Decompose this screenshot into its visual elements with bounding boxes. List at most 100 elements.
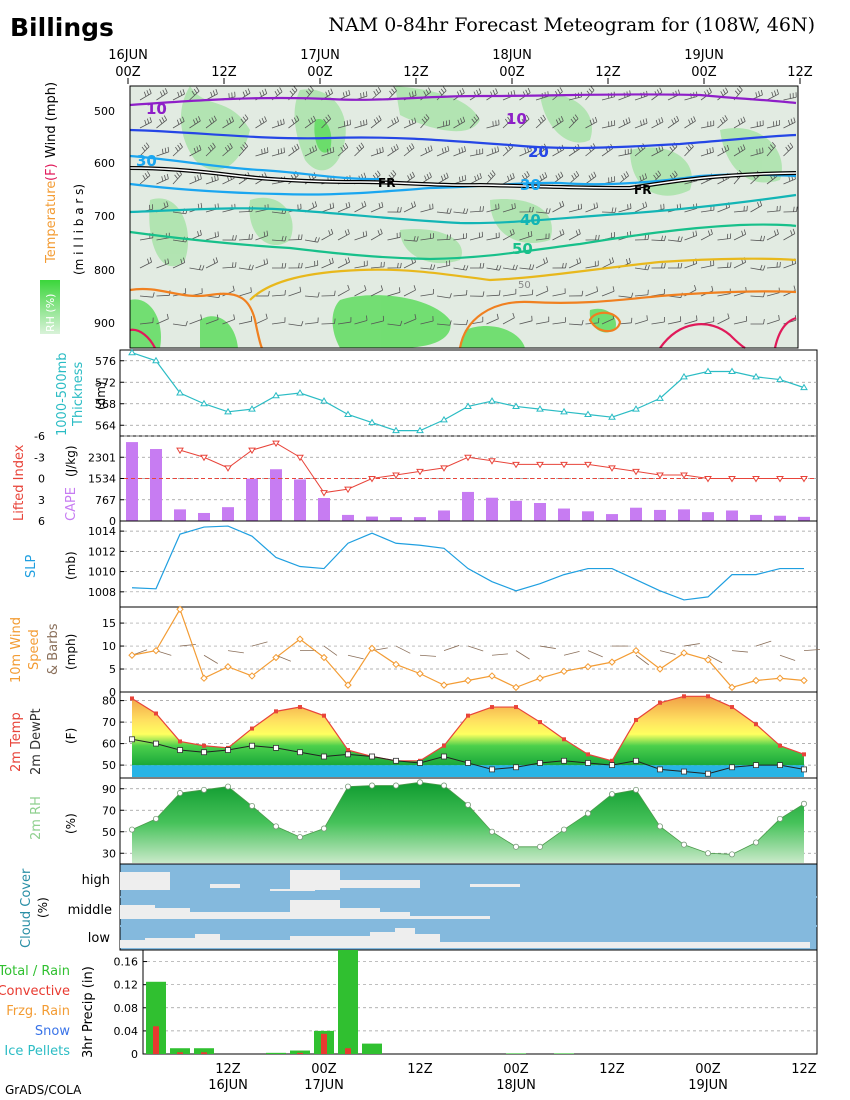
wind-barb (651, 235, 666, 242)
barb-flag (529, 264, 532, 270)
wind-barb (337, 89, 351, 101)
barb-flag (294, 145, 297, 151)
barb-flag (406, 147, 410, 152)
precip-ticks: 0.16 0.12 0.08 0.04 0 (114, 956, 817, 1061)
y-tick-label: 10 (102, 640, 116, 653)
temp-point (778, 743, 782, 748)
barb-flag (356, 146, 360, 152)
barb-flag (759, 200, 763, 206)
wind-barb (783, 228, 796, 241)
barb-flag (261, 149, 263, 155)
barb-flag (545, 257, 549, 263)
barb-shaft (288, 323, 302, 327)
wind-barb (552, 229, 565, 241)
barb-shaft (255, 263, 268, 269)
wind-barb (568, 257, 582, 269)
wind-barb (552, 288, 566, 297)
barb-flag (330, 228, 334, 234)
wind-barb (321, 146, 335, 157)
barb-flag (425, 89, 429, 95)
barb-flag (301, 262, 303, 268)
barb-shaft (469, 153, 483, 157)
barb-flag (457, 119, 460, 125)
wind-barb (502, 264, 518, 271)
y-tick-label: 60 (102, 738, 116, 751)
thickness-point (800, 383, 808, 391)
barb-flag (347, 284, 350, 290)
barb-shaft (783, 233, 796, 241)
barb-flag (231, 116, 234, 122)
barb-flag (696, 315, 698, 321)
temp-cold-band (132, 765, 804, 777)
barb-flag (264, 116, 267, 122)
barb-flag (192, 119, 196, 125)
barb-flag (571, 174, 575, 180)
barb-flag (523, 116, 528, 122)
barb-flag (344, 143, 349, 148)
barb-flag (589, 119, 593, 125)
wind-barb (535, 233, 550, 241)
barb-flag (676, 115, 680, 121)
barb-flag (360, 142, 365, 148)
wind-barb (750, 235, 766, 242)
wind-barb (395, 645, 411, 654)
barb-shaft (205, 119, 217, 129)
wind-barb (519, 114, 530, 129)
wind-barb (203, 654, 218, 664)
barb-shaft (222, 266, 236, 269)
barb-flag (465, 265, 469, 271)
wind-barb (733, 116, 746, 129)
barb-shaft (420, 149, 433, 157)
ylabel-wind: Wind (mph) (44, 82, 59, 158)
barb-shaft (717, 149, 730, 157)
thickness-point (152, 356, 160, 364)
barb-shaft (156, 178, 169, 185)
barb-shaft (420, 237, 434, 241)
barb-shaft (271, 321, 285, 325)
precip-plot (146, 950, 574, 1054)
barb-flag (293, 117, 297, 123)
barb-flag (416, 236, 419, 242)
cloud-layer-high: high (82, 873, 110, 888)
barb-flag (261, 117, 265, 123)
barb-flag (640, 120, 642, 126)
barb-flag (360, 121, 362, 127)
li-point (704, 476, 712, 483)
wind-barb (222, 116, 234, 129)
cape-bar (126, 442, 138, 521)
barb-flag (182, 89, 185, 95)
y-tick-label: 6 (38, 515, 45, 528)
temp-point (202, 743, 206, 748)
barb-flag (512, 172, 515, 178)
barb-flag (163, 115, 168, 121)
cloud-high-patch (270, 889, 315, 891)
barb-flag (167, 258, 170, 264)
barb-shaft (436, 90, 447, 101)
barb-flag (511, 203, 513, 210)
dewpt-point (609, 762, 615, 768)
barb-flag (291, 119, 295, 124)
barb-flag (199, 229, 202, 235)
barb-flag (720, 91, 724, 96)
wind-barb (420, 233, 434, 241)
barb-flag (366, 119, 368, 125)
barb-flag (277, 149, 280, 155)
wind-barb (766, 261, 781, 269)
barb-flag (644, 264, 647, 270)
dewpt-point (369, 753, 375, 760)
wind-barb (502, 114, 513, 129)
pressure-tick: 600 (94, 157, 115, 170)
barb-flag (411, 118, 414, 124)
barb-flag (183, 257, 186, 263)
barb-flag (212, 90, 216, 96)
wind-barb (443, 645, 460, 652)
barb-shaft (486, 124, 500, 129)
barb-shaft (733, 148, 746, 157)
cloud-high-patch (120, 872, 170, 890)
wind-barb (491, 653, 508, 656)
rh-point (368, 782, 375, 789)
barb-flag (193, 147, 197, 153)
barb-flag (212, 142, 216, 148)
barb-flag (426, 173, 430, 179)
barb-shaft (172, 262, 185, 269)
